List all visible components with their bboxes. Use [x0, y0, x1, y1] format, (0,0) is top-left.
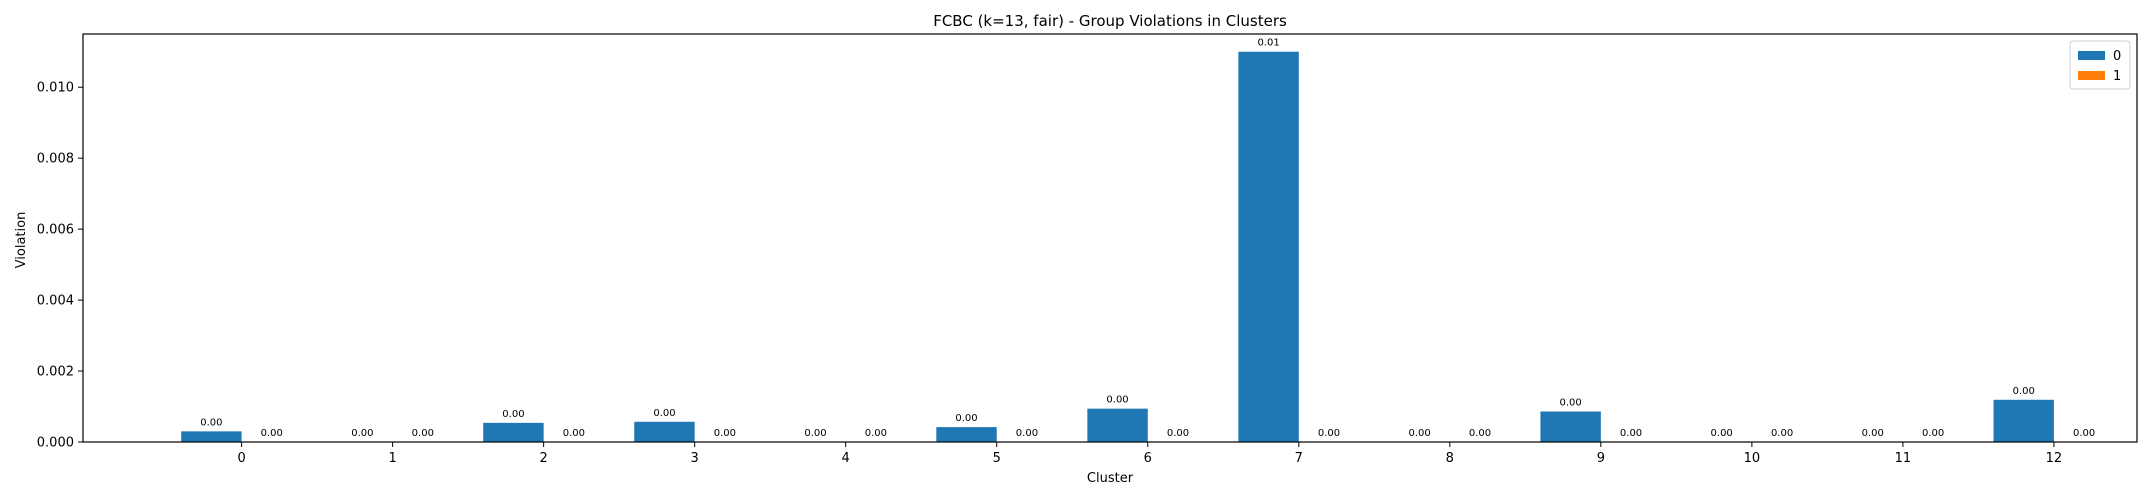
x-tick-label: 3 [691, 451, 699, 466]
x-tick-label: 12 [2046, 451, 2063, 466]
bars-layer [181, 51, 2054, 442]
y-tick-label: 0.006 [37, 223, 74, 238]
y-tick-label: 0.008 [37, 152, 74, 167]
data-label-series-0-cluster-8: 0.00 [1408, 428, 1430, 439]
data-label-series-1-cluster-0: 0.00 [261, 428, 283, 439]
x-tick-label: 2 [539, 451, 547, 466]
y-axis: 0.000 0.002 0.004 0.006 0.008 0.010 [37, 81, 83, 451]
bar-series-0-cluster-7 [1238, 51, 1299, 442]
data-label-series-1-cluster-2: 0.00 [563, 428, 585, 439]
data-label-series-0-cluster-12: 0.00 [2013, 386, 2035, 397]
y-tick-label: 0.002 [37, 365, 74, 380]
y-axis-label: Violation [14, 212, 29, 269]
x-axis: 0 1 2 3 4 5 6 7 8 9 10 11 12 [237, 442, 2062, 466]
bar-series-0-cluster-9 [1540, 411, 1601, 442]
bar-series-0-cluster-2 [483, 422, 544, 442]
data-label-series-1-cluster-1: 0.00 [412, 428, 434, 439]
bar-series-0-cluster-6 [1087, 408, 1148, 442]
x-tick-label: 4 [842, 451, 850, 466]
data-label-series-1-cluster-10: 0.00 [1771, 428, 1793, 439]
legend-label-0: 0 [2113, 49, 2121, 64]
data-label-series-0-cluster-3: 0.00 [653, 408, 675, 419]
x-tick-label: 0 [237, 451, 245, 466]
data-label-series-0-cluster-9: 0.00 [1560, 397, 1582, 408]
data-labels-layer: 0.00 0.00 0.00 0.00 0.00 0.00 0.00 0.01 0.00 0.00… [200, 38, 2095, 439]
legend-label-1: 1 [2113, 69, 2121, 84]
y-tick-label: 0.000 [37, 436, 74, 451]
y-tick-label: 0.010 [37, 81, 74, 96]
bar-series-0-cluster-12 [1993, 399, 2054, 442]
data-label-series-0-cluster-5: 0.00 [955, 413, 977, 424]
x-tick-label: 7 [1295, 451, 1303, 466]
data-label-series-0-cluster-2: 0.00 [502, 409, 524, 420]
x-tick-label: 5 [993, 451, 1001, 466]
legend-swatch-0 [2078, 51, 2105, 60]
bar-series-0-cluster-0 [181, 431, 242, 442]
x-tick-label: 6 [1144, 451, 1152, 466]
x-tick-label: 1 [388, 451, 396, 466]
data-label-series-0-cluster-11: 0.00 [1862, 428, 1884, 439]
data-label-series-0-cluster-7: 0.01 [1257, 38, 1279, 49]
data-label-series-1-cluster-11: 0.00 [1922, 428, 1944, 439]
data-label-series-0-cluster-10: 0.00 [1711, 428, 1733, 439]
data-label-series-0-cluster-0: 0.00 [200, 417, 222, 428]
x-tick-label: 8 [1446, 451, 1454, 466]
data-label-series-1-cluster-5: 0.00 [1016, 428, 1038, 439]
data-label-series-1-cluster-7: 0.00 [1318, 428, 1340, 439]
x-tick-label: 11 [1895, 451, 1912, 466]
bar-series-0-cluster-3 [634, 421, 695, 442]
data-label-series-1-cluster-3: 0.00 [714, 428, 736, 439]
data-label-series-1-cluster-12: 0.00 [2073, 428, 2095, 439]
legend-swatch-1 [2078, 71, 2105, 80]
legend: 01 [2069, 40, 2131, 90]
data-label-series-1-cluster-9: 0.00 [1620, 428, 1642, 439]
data-label-series-0-cluster-1: 0.00 [351, 428, 373, 439]
y-tick-label: 0.004 [37, 294, 74, 309]
bar-series-0-cluster-5 [936, 427, 997, 442]
data-label-series-1-cluster-8: 0.00 [1469, 428, 1491, 439]
chart-title: FCBC (k=13, fair) - Group Violations in … [933, 12, 1287, 30]
data-label-series-0-cluster-6: 0.00 [1106, 395, 1128, 406]
plot-frame [82, 33, 2138, 443]
x-tick-label: 9 [1597, 451, 1605, 466]
x-axis-label: Cluster [1087, 471, 1134, 486]
data-label-series-1-cluster-4: 0.00 [865, 428, 887, 439]
data-label-series-0-cluster-4: 0.00 [804, 428, 826, 439]
data-label-series-1-cluster-6: 0.00 [1167, 428, 1189, 439]
x-tick-label: 10 [1744, 451, 1761, 466]
